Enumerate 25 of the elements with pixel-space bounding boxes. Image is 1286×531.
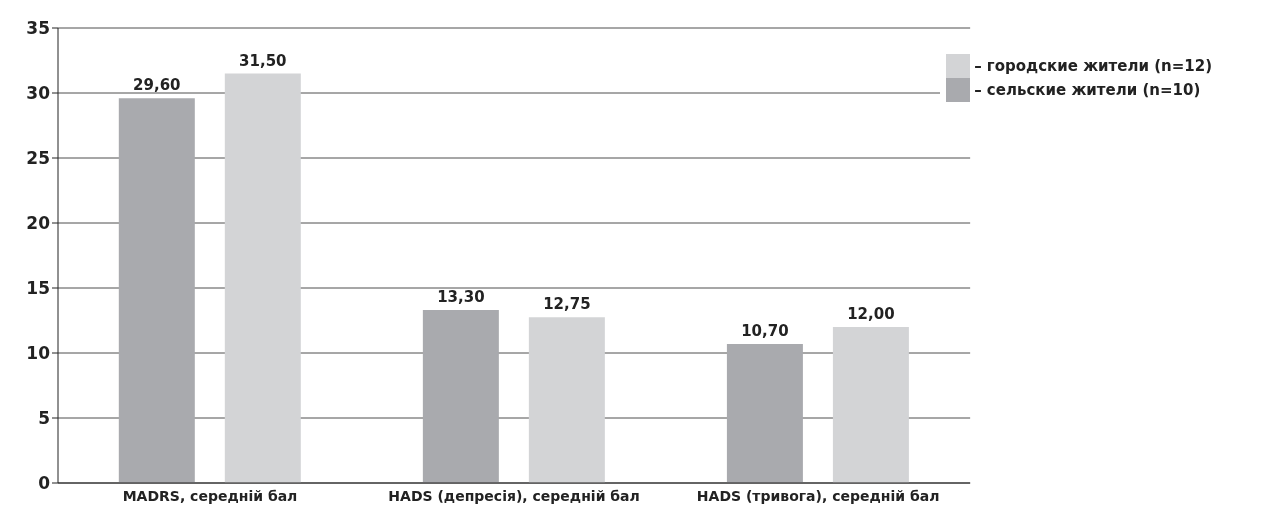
y-tick-label: 25 [26, 148, 50, 169]
data-label: 12,75 [543, 295, 591, 314]
bar [726, 343, 803, 483]
bar [422, 310, 499, 483]
bar [118, 98, 195, 483]
y-tick-label: 0 [38, 473, 51, 494]
y-tick-label: 10 [26, 343, 51, 364]
data-label: 10,70 [741, 321, 789, 340]
y-tick-label: 15 [26, 278, 50, 299]
x-tick-label: MADRS, середній бал [122, 487, 298, 504]
data-label: 12,00 [847, 305, 895, 323]
data-label: 29,60 [133, 76, 181, 95]
x-tick-label: HADS (тривога), середній бал [696, 487, 940, 504]
bar [528, 317, 605, 483]
x-tick-label: HADS (депресія), середній бал [388, 487, 640, 504]
y-tick-label: 20 [26, 213, 51, 234]
legend-label: – сельские жители (n=10) [974, 80, 1201, 99]
data-label: 13,30 [437, 288, 485, 307]
y-tick-label: 5 [38, 408, 50, 429]
bar [224, 73, 301, 483]
legend-label: – городские жители (n=12) [974, 56, 1212, 75]
data-label: 31,50 [239, 51, 287, 70]
bar [832, 327, 909, 483]
y-tick-label: 35 [26, 18, 50, 39]
y-tick-label: 30 [26, 83, 51, 104]
